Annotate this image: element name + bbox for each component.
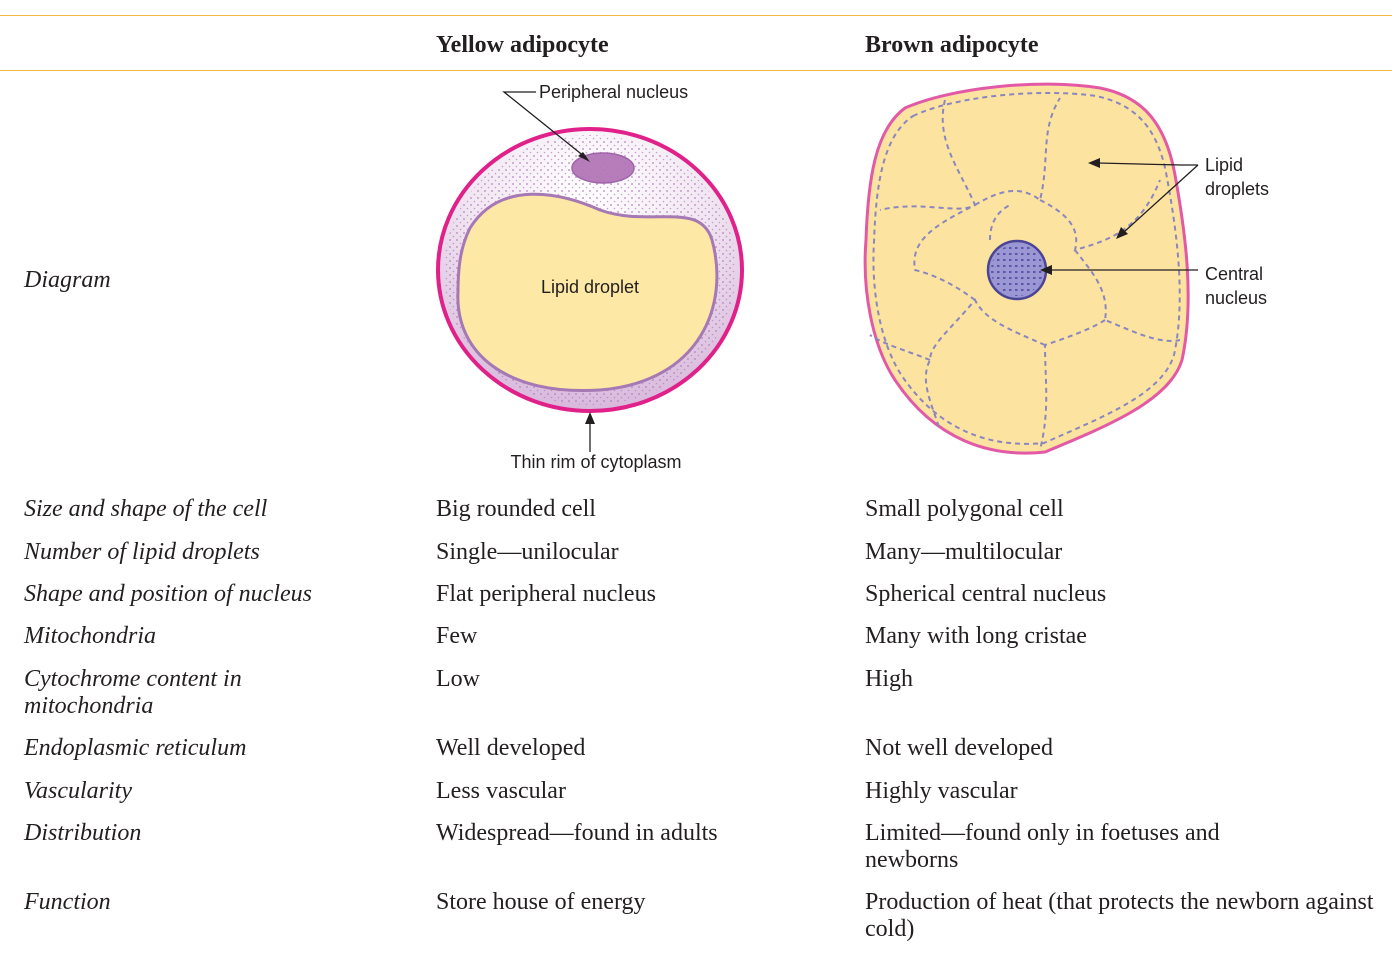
cell: Highly vascular: [865, 778, 1018, 804]
header-rule: [0, 70, 1392, 71]
brown-adipocyte-diagram: [863, 82, 1199, 455]
arrowhead: [1040, 265, 1052, 275]
cell: Spherical central nucleus: [865, 581, 1107, 607]
cell: Not well developed: [865, 735, 1053, 761]
droplet-boundary: [872, 91, 1181, 445]
cell: Widespread—found in adults: [436, 820, 718, 846]
row-label: Size and shape of the cell: [24, 496, 268, 522]
yellow-adipocyte-diagram: [436, 91, 744, 452]
arrowhead: [1088, 158, 1100, 168]
cell: Single—unilocular: [436, 539, 619, 565]
diagram-label: Thin rim of cytoplasm: [510, 452, 682, 472]
row-label: Diagram: [24, 267, 111, 293]
top-rule: [0, 15, 1392, 16]
diagram-label: Peripheral nucleus: [539, 82, 689, 102]
cell: Few: [436, 623, 478, 649]
row-label: Vascularity: [24, 778, 132, 804]
cell: Well developed: [436, 735, 586, 761]
arrowhead: [1116, 227, 1128, 239]
row-label: Distribution: [24, 820, 142, 846]
row-label: Cytochrome content in mitochondria: [24, 666, 242, 719]
nucleus-texture: [574, 155, 632, 181]
row-label: Mitochondria: [24, 623, 156, 649]
column-header: Yellow adipocyte: [436, 32, 609, 58]
diagram-label: Central nucleus: [1205, 264, 1268, 308]
cell: Flat peripheral nucleus: [436, 581, 656, 607]
arrowhead: [585, 412, 595, 424]
pointer-line: [1097, 162, 1198, 166]
row-label: Function: [24, 889, 111, 915]
pointer-line: [1123, 164, 1199, 233]
cell: Many—multilocular: [865, 539, 1063, 565]
cell: Less vascular: [436, 778, 566, 804]
lipid-droplet: [456, 192, 719, 393]
diagram-label: Lipid droplets: [1205, 155, 1270, 199]
arrowhead: [578, 152, 590, 162]
diagram-label: Lipid droplet: [540, 277, 640, 297]
row-label: Number of lipid droplets: [24, 539, 260, 565]
cell: Many with long cristae: [865, 623, 1087, 649]
cell: Big rounded cell: [436, 496, 596, 522]
pointer-line: [502, 91, 586, 158]
cell: High: [865, 666, 913, 692]
row-label: Shape and position of nucleus: [24, 581, 312, 607]
column-header: Brown adipocyte: [865, 32, 1039, 58]
nucleus-texture: [991, 244, 1043, 296]
row-label: Endoplasmic reticulum: [24, 735, 247, 761]
cell: Store house of energy: [436, 889, 646, 915]
droplet-partitions: [869, 97, 1181, 451]
cell: Production of heat (that protects the ne…: [865, 889, 1374, 942]
cell: Low: [436, 666, 480, 692]
cell: Limited—found only in foetuses and newbo…: [865, 820, 1220, 873]
cell: Small polygonal cell: [865, 496, 1064, 522]
